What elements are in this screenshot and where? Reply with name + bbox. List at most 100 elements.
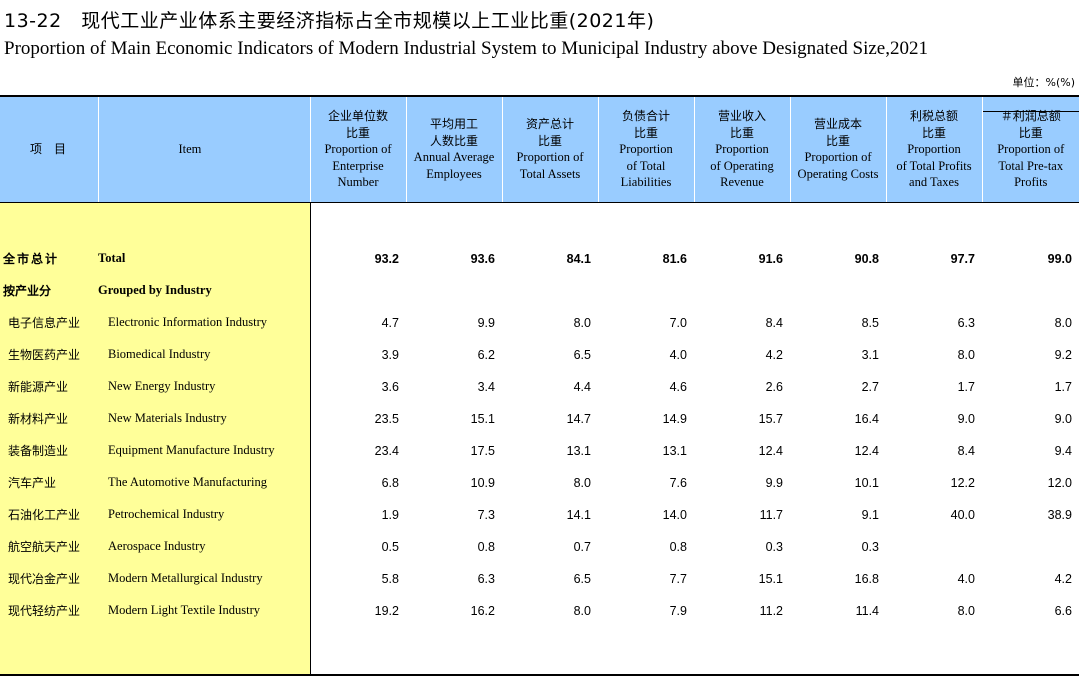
- row-label-cn: 现代冶金产业: [0, 562, 98, 595]
- cell-operating-revenue: 0.3: [765, 539, 783, 554]
- cell-operating-costs: 10.1: [854, 475, 879, 490]
- cell-operating-revenue: 12.4: [758, 443, 783, 458]
- header-total-assets: 资产总计 比重 Proportion of Total Assets: [501, 95, 598, 203]
- empty-cell: [98, 202, 311, 243]
- header-label-cn: 资产总计 比重: [525, 117, 574, 148]
- empty-cell: [982, 202, 1079, 243]
- cell-employees: 17.5: [470, 443, 495, 458]
- header-label-cn: ＃利润总额 比重: [1000, 109, 1061, 140]
- header-label-cn: 平均用工 人数比重: [429, 117, 478, 148]
- cell-enterprise-number: 0.5: [381, 539, 399, 554]
- cell-operating-costs: [790, 275, 886, 307]
- table-row: 石油化工产业 Petrochemical Industry 1.9 7.3 14.1 14…: [0, 498, 1079, 531]
- row-label-cn: 现代轻纺产业: [0, 594, 98, 627]
- cell-total-assets: 8.0: [573, 603, 591, 618]
- cell-total-liabilities: 13.1: [662, 443, 687, 458]
- row-label-en: Aerospace Industry: [98, 530, 311, 563]
- tail-row: [0, 626, 1079, 676]
- row-label-cn: 航空航天产业: [0, 530, 98, 563]
- cell-total-assets: 6.5: [573, 571, 591, 586]
- cell-enterprise-number: 6.8: [381, 475, 399, 490]
- cell-enterprise-number: 5.8: [381, 571, 399, 586]
- cell-profits-and-taxes: 40.0: [950, 507, 975, 522]
- row-label-en: New Materials Industry: [98, 402, 311, 435]
- header-label-en: Proportion of Total Pre-tax Profits: [997, 142, 1065, 189]
- cell-pre-tax-profits: 6.6: [1054, 603, 1072, 618]
- row-label-cn: 汽车产业: [0, 466, 98, 499]
- row-label-en: Modern Light Textile Industry: [98, 594, 311, 627]
- empty-cell: [886, 626, 982, 676]
- header-employees: 平均用工 人数比重 Annual Average Employees: [405, 95, 502, 203]
- header-label-cn: 营业成本 比重: [813, 117, 862, 148]
- cell-pre-tax-profits: 12.0: [1047, 475, 1072, 490]
- cell-operating-revenue: 91.6: [758, 251, 783, 266]
- cell-pre-tax-profits: 99.0: [1047, 251, 1072, 266]
- cell-profits-and-taxes: 8.0: [957, 603, 975, 618]
- row-label-cn: 生物医药产业: [0, 338, 98, 371]
- cell-employees: 10.9: [470, 475, 495, 490]
- cell-profits-and-taxes: 1.7: [957, 379, 975, 394]
- unit-label: 单位：%(%): [1012, 76, 1076, 89]
- cell-enterprise-number: 23.5: [374, 411, 399, 426]
- cell-pre-tax-profits: [982, 275, 1079, 307]
- header-total-liabilities: 负债合计 比重 Proportion of Total Liabilities: [597, 95, 694, 203]
- cell-operating-revenue: 8.4: [765, 315, 783, 330]
- table-header: 项 目 Item 企业单位数 比重 Proportion of Enterpris…: [0, 95, 1079, 203]
- total-row: 全市总计 Total 93.2 93.6 84.1 81.6 91.6 90.8 97.7 99.…: [0, 242, 1079, 275]
- table-row: 汽车产业 The Automotive Manufacturing 6.8 10.9 8…: [0, 466, 1079, 499]
- row-label-cn: 电子信息产业: [0, 306, 98, 339]
- table-title-chinese: 13-22 现代工业产业体系主要经济指标占全市规模以上工业比重(2021年): [4, 10, 655, 32]
- cell-enterprise-number: 3.9: [381, 347, 399, 362]
- empty-cell: [598, 626, 694, 676]
- cell-total-liabilities: 7.9: [669, 603, 687, 618]
- cell-operating-costs: 8.5: [861, 315, 879, 330]
- cell-pre-tax-profits: 9.0: [1054, 411, 1072, 426]
- cell-operating-revenue: 11.2: [759, 603, 783, 618]
- cell-operating-costs: 3.1: [861, 347, 879, 362]
- cell-pre-tax-profits: 1.7: [1054, 379, 1072, 394]
- row-label-cn: 新材料产业: [0, 402, 98, 435]
- empty-cell: [502, 626, 598, 676]
- cell-pre-tax-profits: 9.4: [1054, 443, 1072, 458]
- cell-total-assets: [502, 275, 598, 307]
- cell-employees: 15.1: [470, 411, 495, 426]
- cell-profits-and-taxes: 9.0: [957, 411, 975, 426]
- empty-cell: [982, 626, 1079, 676]
- cell-total-liabilities: 0.8: [669, 539, 687, 554]
- cell-operating-costs: 11.4: [855, 603, 879, 618]
- cell-employees: 6.2: [477, 347, 495, 362]
- table-title-english: Proportion of Main Economic Indicators o…: [4, 38, 928, 59]
- cell-employees: 16.2: [470, 603, 495, 618]
- header-label-en: Proportion of Operating Revenue: [710, 142, 774, 189]
- empty-cell: [310, 202, 406, 243]
- statistics-table: 项 目 Item 企业单位数 比重 Proportion of Enterpris…: [0, 95, 1079, 676]
- cell-enterprise-number: 1.9: [381, 507, 399, 522]
- cell-profits-and-taxes: 8.0: [957, 347, 975, 362]
- header-label-en: Proportion of Total Liabilities: [619, 142, 673, 189]
- header-label-cn: 企业单位数 比重: [327, 109, 388, 140]
- cell-employees: 3.4: [477, 379, 495, 394]
- group-row: 按产业分 Grouped by Industry: [0, 274, 1079, 307]
- cell-pre-tax-profits: 38.9: [1047, 507, 1072, 522]
- header-enterprise-number: 企业单位数 比重 Proportion of Enterprise Number: [309, 95, 406, 203]
- cell-operating-revenue: 2.6: [765, 379, 783, 394]
- table-row: 现代轻纺产业 Modern Light Textile Industry 19.2 1…: [0, 594, 1079, 627]
- cell-employees: [406, 275, 502, 307]
- cell-operating-costs: 16.8: [854, 571, 879, 586]
- cell-employees: 9.9: [477, 315, 495, 330]
- empty-cell: [0, 202, 98, 243]
- cell-total-liabilities: 81.6: [662, 251, 687, 266]
- empty-cell: [406, 202, 502, 243]
- cell-enterprise-number: 93.2: [374, 251, 399, 266]
- cell-operating-revenue: [694, 275, 790, 307]
- cell-enterprise-number: [310, 275, 406, 307]
- cell-pre-tax-profits: 8.0: [1054, 315, 1072, 330]
- header-profits-and-taxes: 利税总额 比重 Proportion of Total Profits and T…: [885, 95, 982, 203]
- empty-cell: [98, 626, 311, 676]
- cell-enterprise-number: 23.4: [374, 443, 399, 458]
- row-label-en: Electronic Information Industry: [98, 306, 311, 339]
- row-label-cn: 石油化工产业: [0, 498, 98, 531]
- row-label-en: Total: [98, 242, 311, 275]
- cell-pre-tax-profits: 9.2: [1054, 347, 1072, 362]
- row-label-cn: 新能源产业: [0, 370, 98, 403]
